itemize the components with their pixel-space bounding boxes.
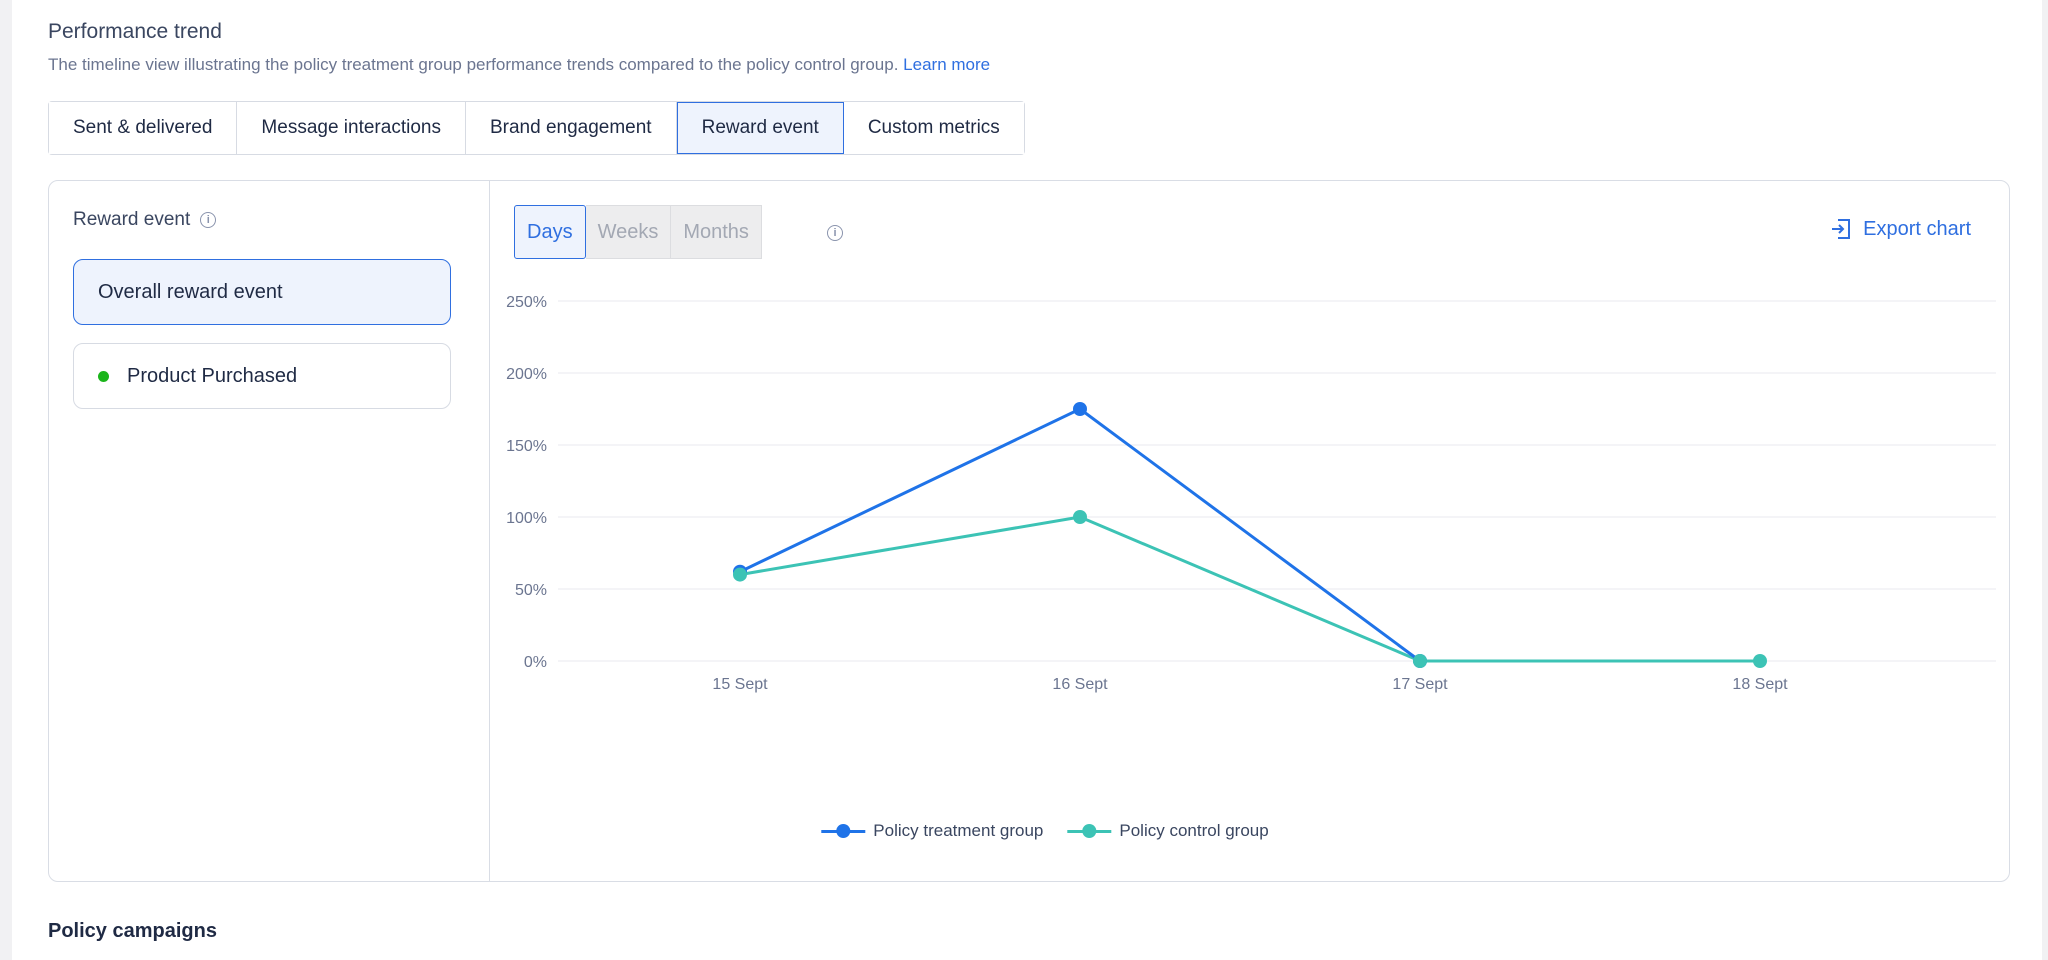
series-line-control xyxy=(739,515,1760,663)
y-tick-label: 200% xyxy=(506,366,547,383)
legend-item-control[interactable]: Policy control group xyxy=(1067,821,1269,841)
tab-reward-event[interactable]: Reward event xyxy=(676,102,844,154)
tab-message-interactions[interactable]: Message interactions xyxy=(237,102,466,154)
tab-brand-engagement[interactable]: Brand engagement xyxy=(465,102,677,154)
x-tick-label: 15 Sept xyxy=(712,676,768,693)
left-panel-heading: Reward event i xyxy=(73,209,217,231)
overall-reward-event-item[interactable]: Overall reward event xyxy=(73,259,451,325)
export-icon xyxy=(1832,219,1851,239)
info-icon[interactable]: i xyxy=(200,212,217,228)
metric-item-label: Overall reward event xyxy=(98,280,283,303)
granularity-info-icon[interactable]: i xyxy=(827,225,843,241)
x-tick-label: 16 Sept xyxy=(1052,676,1108,693)
left-panel-title: Reward event xyxy=(73,209,191,230)
data-point-control xyxy=(733,567,747,582)
export-label: Export chart xyxy=(1863,217,1971,240)
policy-campaigns-title: Policy campaigns xyxy=(48,920,217,942)
line-chart: 0% 50% 100% 150% 200% 250% 15 Sept 16 Sept 17 Se… xyxy=(506,294,1996,693)
series-line-treatment xyxy=(739,407,1421,663)
y-tick-label: 100% xyxy=(506,510,547,527)
description-text: The timeline view illustrating the polic… xyxy=(48,55,899,74)
y-tick-label: 150% xyxy=(506,438,547,455)
legend-item-treatment[interactable]: Policy treatment group xyxy=(821,821,1043,841)
granularity-toggle: Days Weeks Months xyxy=(514,205,762,259)
x-tick-label: 18 Sept xyxy=(1732,676,1788,693)
legend-label: Policy control group xyxy=(1119,821,1269,840)
metric-item-label: Product Purchased xyxy=(127,364,298,387)
tab-sent-delivered[interactable]: Sent & delivered xyxy=(49,102,238,154)
panel-divider xyxy=(489,181,490,881)
section-title: Performance trend xyxy=(48,20,222,43)
legend-swatch-treatment xyxy=(821,824,866,838)
legend-swatch-control xyxy=(1067,824,1112,838)
section-description: The timeline view illustrating the polic… xyxy=(48,55,990,75)
chart-legend: Policy treatment group Policy control gr… xyxy=(821,821,1269,841)
data-point-control xyxy=(1753,654,1767,668)
status-dot-icon xyxy=(98,370,109,382)
metric-tabs: Sent & delivered Message interactions Br… xyxy=(48,101,1025,155)
days-button[interactable]: Days xyxy=(514,205,586,259)
export-chart-button[interactable]: Export chart xyxy=(1829,217,1971,241)
trend-panel: Reward event i Overall reward event Prod… xyxy=(48,180,2010,882)
legend-label: Policy treatment group xyxy=(873,821,1044,840)
tab-custom-metrics[interactable]: Custom metrics xyxy=(843,102,1024,154)
months-button[interactable]: Months xyxy=(671,205,762,259)
product-purchased-item[interactable]: Product Purchased xyxy=(73,343,451,409)
x-tick-label: 17 Sept xyxy=(1392,676,1448,693)
page: Performance trend The timeline view illu… xyxy=(12,0,2042,960)
learn-more-link[interactable]: Learn more xyxy=(903,55,991,74)
weeks-button[interactable]: Weeks xyxy=(585,205,672,259)
data-point-treatment xyxy=(1073,402,1087,416)
data-point-control xyxy=(1073,510,1087,524)
y-tick-label: 250% xyxy=(506,294,547,311)
y-tick-label: 50% xyxy=(515,582,547,599)
data-point-control xyxy=(1413,654,1427,668)
y-tick-label: 0% xyxy=(524,654,547,671)
